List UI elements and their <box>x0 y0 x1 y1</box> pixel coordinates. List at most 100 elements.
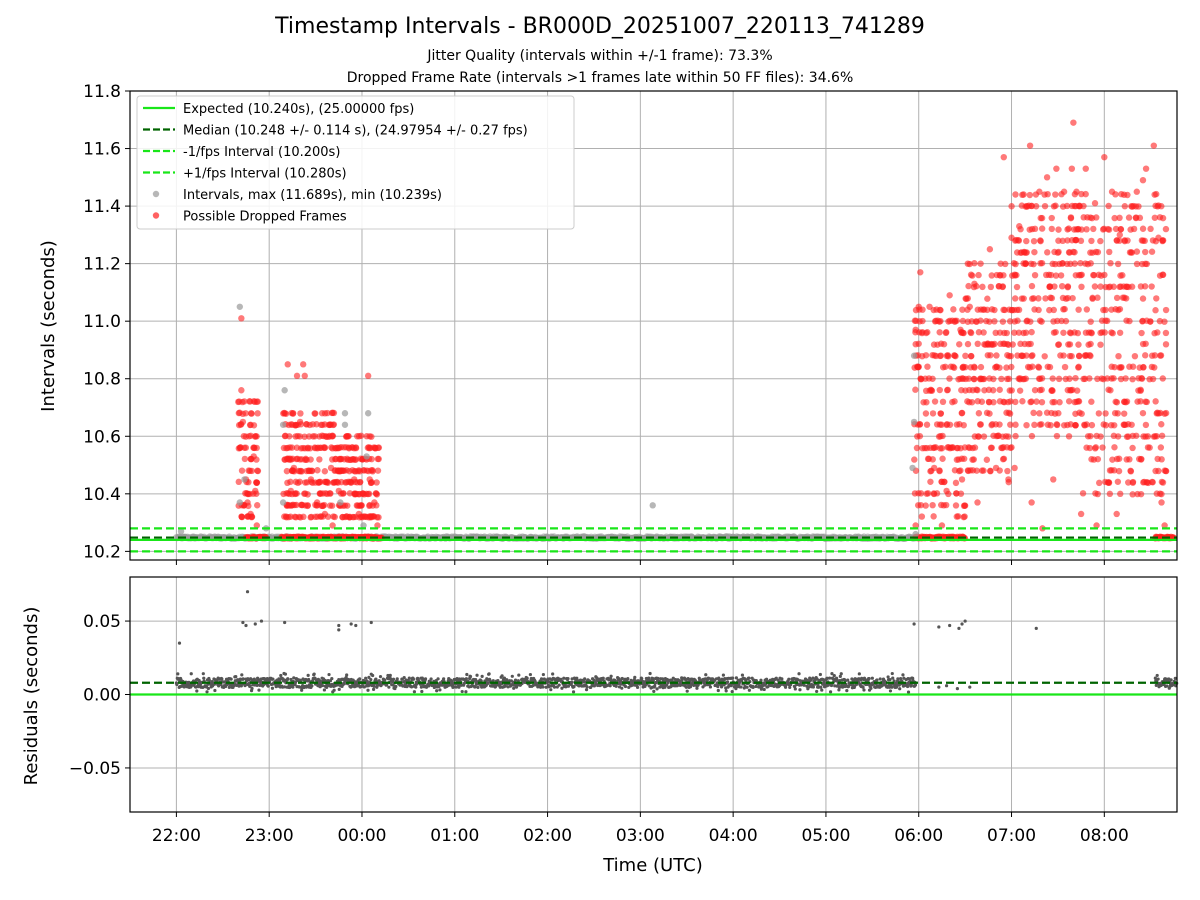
dropped-frame-point <box>1008 234 1015 241</box>
dropped-frame-point <box>962 363 969 371</box>
dropped-frame-point <box>1065 433 1073 440</box>
residual-point <box>1153 676 1157 680</box>
residual-point <box>1034 626 1038 631</box>
dropped-frame-point <box>298 456 305 463</box>
residual-point <box>870 676 874 680</box>
dropped-frame-point <box>1070 119 1077 126</box>
dropped-frame-point <box>371 499 378 506</box>
dropped-frame-point <box>1147 225 1154 233</box>
dropped-frame-point <box>366 433 373 440</box>
dropped-frame-point <box>1018 352 1025 359</box>
dropped-frame-point <box>1013 249 1021 256</box>
residual-point <box>787 677 791 681</box>
dropped-frame-point <box>1090 225 1097 233</box>
dropped-frame-point <box>916 421 923 428</box>
dropped-frame-point <box>1101 271 1108 279</box>
dropped-frame-point <box>1158 432 1166 439</box>
dropped-frame-point <box>985 398 993 406</box>
dropped-frame-point <box>920 399 927 406</box>
dropped-frame-point <box>1012 432 1019 440</box>
residual-point <box>772 684 776 689</box>
dropped-frame-point <box>1027 260 1035 267</box>
dropped-frame-point <box>1091 283 1099 290</box>
residual-point <box>429 677 433 681</box>
dropped-frame-point <box>1149 479 1156 486</box>
residual-point <box>459 683 463 687</box>
dropped-frame-point <box>235 398 242 406</box>
dropped-frame-point <box>1117 226 1124 233</box>
residual-point <box>414 685 418 689</box>
residual-point <box>905 684 910 689</box>
dropped-frame-point <box>1007 398 1014 405</box>
residual-point <box>832 673 836 678</box>
dropped-frame-point <box>1083 421 1090 428</box>
dropped-frame-point <box>244 499 251 506</box>
dropped-frame-point <box>992 329 999 337</box>
dropped-frame-point <box>281 513 288 520</box>
dropped-frame-point <box>996 421 1003 428</box>
dropped-frame-point <box>946 375 953 382</box>
dropped-frame-point <box>1087 214 1094 221</box>
dropped-frame-point <box>1008 306 1016 314</box>
residual-point <box>869 686 873 690</box>
residual-point <box>378 675 383 679</box>
dropped-frame-point <box>1112 398 1119 405</box>
residual-point <box>245 590 250 594</box>
dropped-frame-point <box>996 386 1003 393</box>
residual-point <box>584 688 589 692</box>
dropped-frame-point <box>914 433 921 440</box>
dropped-frame-point <box>1137 387 1144 394</box>
dropped-frame-point <box>1133 432 1140 439</box>
x-tick-label: 23:00 <box>245 826 294 846</box>
dropped-frame-point <box>1058 282 1066 290</box>
residual-point <box>253 622 257 626</box>
dropped-frame-point <box>238 315 245 322</box>
residual-point <box>202 676 206 680</box>
dropped-frame-point <box>254 502 261 509</box>
dropped-frame-point <box>1000 340 1007 347</box>
dropped-frame-point <box>1114 260 1122 268</box>
x-tick-label: 00:00 <box>337 826 386 846</box>
dropped-frame-point <box>1075 352 1083 360</box>
dropped-frame-point <box>1102 422 1110 429</box>
dropped-frame-point <box>1152 398 1159 405</box>
residual-point <box>371 673 375 678</box>
dropped-frame-point <box>915 363 922 370</box>
residual-point <box>891 676 895 680</box>
residual-point <box>291 685 295 689</box>
residual-point <box>549 688 553 692</box>
dropped-frame-point <box>253 522 261 529</box>
dropped-frame-point <box>1128 203 1135 210</box>
residual-point <box>955 687 959 691</box>
dropped-frame-point <box>304 444 312 451</box>
dropped-frame-point <box>952 479 960 487</box>
dropped-frame-point <box>1078 410 1085 417</box>
residual-point <box>312 672 316 676</box>
dropped-frame-point <box>308 467 316 475</box>
dropped-frame-point <box>353 502 361 509</box>
residual-point <box>601 676 605 680</box>
dropped-frame-point <box>957 326 964 334</box>
dropped-frame-point <box>924 455 932 463</box>
x-tick-label: 03:00 <box>616 826 665 846</box>
dropped-frame-point <box>988 421 995 429</box>
dropped-frame-point <box>1032 203 1040 210</box>
residual-point <box>420 689 424 694</box>
dropped-frame-point <box>917 501 925 509</box>
residual-point <box>337 628 341 632</box>
residual-point <box>948 623 952 628</box>
residual-point <box>505 678 509 682</box>
dropped-frame-point <box>968 318 976 325</box>
dropped-frame-point <box>1028 499 1035 506</box>
dropped-frame-point <box>1019 398 1026 405</box>
dropped-frame-point <box>971 363 978 370</box>
dropped-frame-point <box>1073 387 1081 394</box>
dropped-frame-point <box>964 340 972 348</box>
dropped-frame-point <box>1101 329 1108 336</box>
residual-point <box>828 676 832 680</box>
dropped-frame-point <box>1028 398 1035 405</box>
residual-point <box>734 687 738 691</box>
residual-point <box>620 676 624 681</box>
dropped-frame-point <box>281 409 288 417</box>
dropped-frame-point <box>1014 317 1021 324</box>
